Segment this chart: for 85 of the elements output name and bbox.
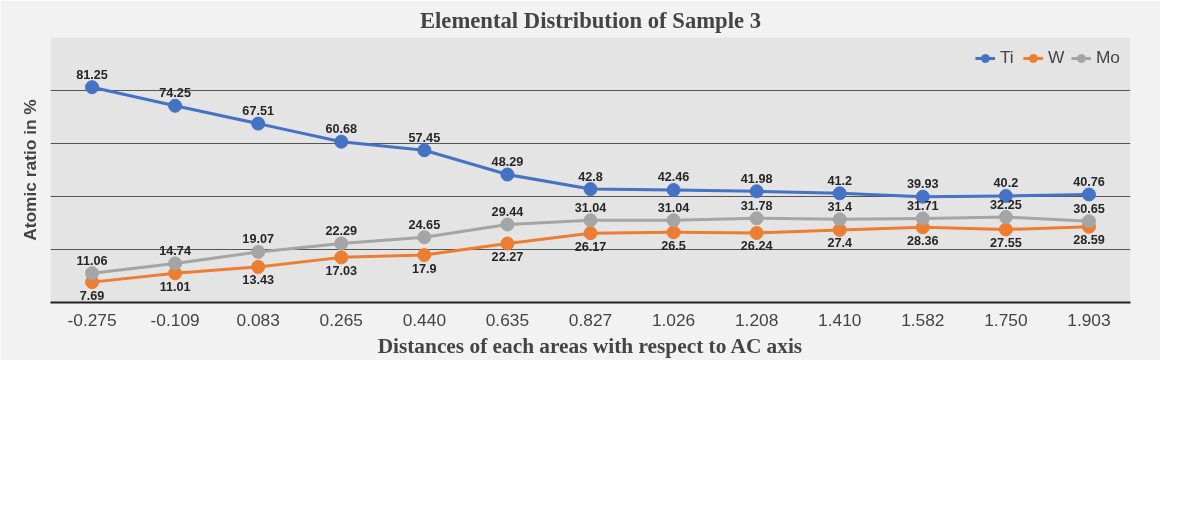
point	[417, 248, 432, 263]
point	[1081, 187, 1096, 202]
point	[749, 225, 764, 240]
point	[251, 259, 266, 274]
x-tick-label: -0.109	[150, 309, 200, 330]
legend-label: Ti	[999, 47, 1015, 68]
data-label: 7.69	[79, 288, 105, 303]
x-tick-label: -0.275	[67, 309, 117, 330]
point	[749, 184, 764, 199]
x-axis-title: Distances of each areas with respect to AC axis	[377, 333, 803, 358]
point	[998, 210, 1013, 225]
point	[168, 256, 183, 271]
data-label: 30.65	[1073, 201, 1105, 216]
data-label: 19.07	[242, 232, 275, 247]
x-tick-label: 1.903	[1067, 309, 1111, 330]
data-label: 17.03	[325, 263, 358, 278]
x-tick-label: 1.410	[818, 309, 862, 330]
data-label: 42.46	[657, 170, 690, 185]
point	[583, 226, 598, 241]
point	[666, 213, 681, 228]
x-tick-label: 0.635	[485, 309, 530, 330]
point	[85, 80, 100, 95]
data-label: 39.93	[906, 177, 939, 192]
data-label: 28.59	[1073, 233, 1105, 248]
data-label: 32.25	[990, 197, 1022, 212]
x-tick-label: 0.827	[568, 309, 613, 330]
point	[832, 212, 847, 227]
data-label: 28.36	[906, 233, 939, 248]
x-tick-label: 0.083	[236, 309, 280, 330]
chart-title: Elemental Distribution of Sample 3	[419, 7, 762, 33]
data-label: 40.76	[1073, 174, 1105, 189]
data-label: 27.4	[827, 236, 853, 251]
point	[500, 236, 515, 251]
point	[334, 236, 349, 251]
point	[666, 182, 681, 197]
data-label: 41.98	[740, 171, 773, 186]
x-tick-label: 1.750	[984, 309, 1028, 330]
point	[832, 186, 847, 201]
data-label: 17.9	[412, 261, 437, 276]
data-label: 22.29	[325, 223, 358, 238]
point	[417, 143, 432, 158]
y-axis-title: Atomic ratio in %	[19, 99, 40, 241]
point	[251, 116, 266, 131]
data-label: 11.01	[159, 279, 191, 294]
point	[500, 167, 515, 182]
data-label: 48.29	[491, 155, 524, 170]
x-tick-label: 0.265	[319, 309, 363, 330]
point	[749, 211, 764, 226]
data-label: 67.51	[242, 104, 275, 119]
data-label: 11.06	[76, 253, 108, 268]
point	[500, 217, 515, 232]
data-label: 31.4	[827, 199, 853, 214]
point	[915, 211, 930, 226]
data-label: 31.71	[906, 198, 939, 213]
data-label: 31.04	[657, 200, 690, 215]
data-label: 41.2	[827, 173, 853, 188]
point	[334, 134, 349, 149]
point	[666, 225, 681, 240]
data-label: 40.2	[993, 176, 1019, 191]
x-tick-label: 1.026	[651, 309, 696, 330]
x-tick-label: 0.440	[402, 309, 447, 330]
data-label: 57.45	[408, 130, 441, 145]
data-label: 29.44	[491, 204, 524, 219]
point	[334, 250, 349, 265]
data-label: 60.68	[325, 122, 358, 137]
data-label: 24.65	[408, 217, 441, 232]
legend-label: Mo	[1095, 47, 1120, 68]
data-label: 22.27	[491, 249, 524, 264]
legend-label: W	[1047, 47, 1066, 68]
point	[417, 230, 432, 245]
point	[251, 244, 266, 259]
data-label: 81.25	[76, 67, 108, 82]
data-label: 13.43	[242, 273, 275, 288]
point	[168, 98, 183, 113]
x-tick-label: 1.208	[734, 309, 779, 330]
data-label: 31.04	[574, 200, 607, 215]
point	[1081, 214, 1096, 229]
data-label: 27.55	[990, 235, 1022, 250]
data-label: 42.8	[578, 169, 603, 184]
x-tick-label: 1.582	[901, 309, 945, 330]
point	[583, 213, 598, 228]
point	[583, 182, 598, 197]
point	[85, 266, 100, 281]
data-label: 31.78	[740, 198, 773, 213]
point	[998, 222, 1013, 237]
